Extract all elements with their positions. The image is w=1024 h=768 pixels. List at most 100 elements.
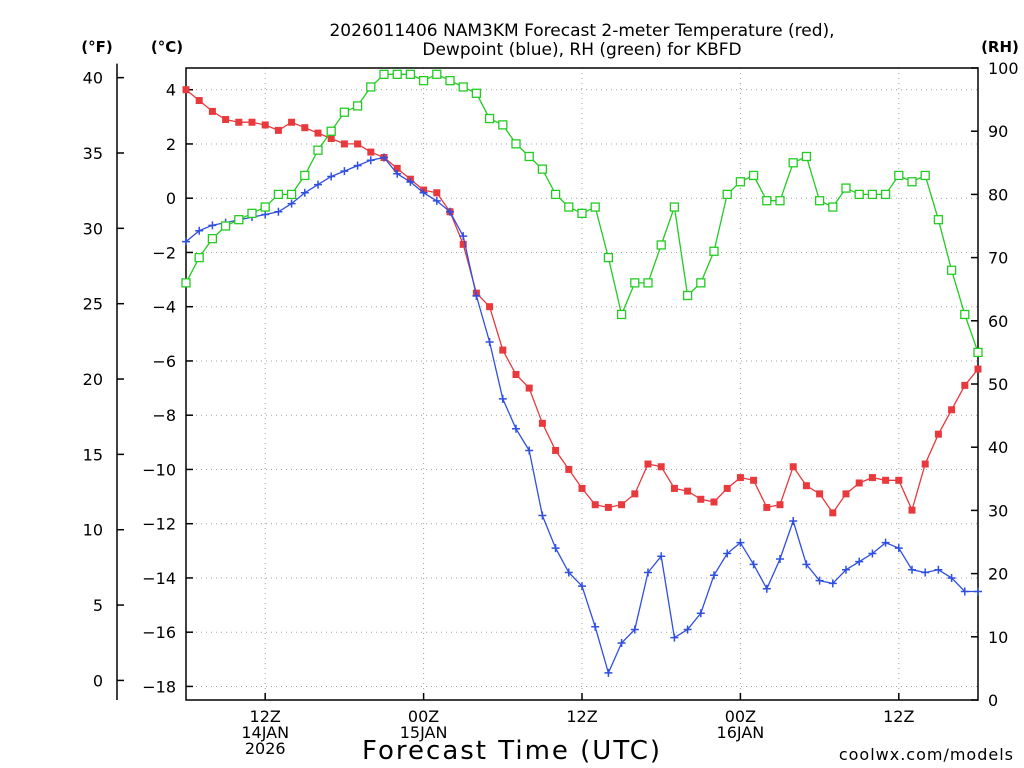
dewpoint-point xyxy=(802,560,811,569)
temperature-point xyxy=(723,484,731,492)
temperature-point xyxy=(868,474,876,482)
fahrenheit-tick-label: 10 xyxy=(83,521,103,540)
dewpoint-point xyxy=(314,180,322,189)
temperature-point xyxy=(961,381,969,389)
grid xyxy=(186,68,978,700)
dewpoint-point xyxy=(815,576,824,585)
dewpoint-point xyxy=(868,549,877,558)
rh-point xyxy=(867,189,878,200)
rh-point xyxy=(273,189,284,200)
temperature-point xyxy=(631,490,639,498)
temperature-point xyxy=(776,501,784,509)
dewpoint-point xyxy=(287,199,296,208)
rh-point xyxy=(854,189,864,200)
dewpoint-point xyxy=(485,337,494,346)
dewpoint-point xyxy=(881,538,890,547)
dewpoint-point xyxy=(974,587,982,596)
dewpoint-point xyxy=(604,668,613,677)
dewpoint-point xyxy=(842,565,850,574)
rh-point xyxy=(722,189,732,200)
temperature-point xyxy=(816,490,824,498)
rh-unit-label: (RH) xyxy=(981,38,1019,56)
dewpoint-point xyxy=(630,625,639,634)
celsius-tick-label: −14 xyxy=(142,569,176,588)
temperature-point xyxy=(393,164,401,172)
temperature-point xyxy=(248,118,256,126)
rh-point xyxy=(696,278,706,288)
x-tick-label: 16JAN xyxy=(717,723,765,742)
rh-point xyxy=(286,189,297,200)
dewpoint-point xyxy=(472,291,481,300)
temperature-point xyxy=(934,430,942,438)
temperature-point xyxy=(948,406,956,414)
rh-point xyxy=(907,177,917,187)
x-tick-label: 00Z xyxy=(725,707,756,726)
dewpoint-point xyxy=(195,226,204,235)
temperature-point xyxy=(367,148,375,156)
rh-point xyxy=(326,126,336,136)
rh-point xyxy=(669,202,680,212)
temperature-point xyxy=(340,140,348,148)
rh-point xyxy=(484,113,495,124)
rh-point xyxy=(933,215,944,225)
fahrenheit-tick-label: 40 xyxy=(83,69,103,88)
rh-point xyxy=(775,196,785,206)
temperature-point xyxy=(222,116,230,124)
temperature-point xyxy=(591,501,599,509)
dewpoint-point xyxy=(960,587,969,596)
celsius-tick-label: 2 xyxy=(166,135,176,154)
x-tick-label: 2026 xyxy=(245,739,286,758)
dewpoint-point xyxy=(947,573,956,582)
temperature-point xyxy=(512,371,520,379)
rh-tick-label: 50 xyxy=(988,375,1008,394)
temperature-point xyxy=(802,482,810,490)
dewpoint-point xyxy=(894,544,903,553)
temperature-point xyxy=(657,463,665,471)
rh-point xyxy=(656,240,666,250)
temperature-point xyxy=(974,365,982,373)
temperature-point xyxy=(578,484,586,492)
x-axis-title: Forecast Time (UTC) xyxy=(362,736,662,766)
fahrenheit-tick-label: 35 xyxy=(83,144,103,163)
dewpoint-point xyxy=(776,554,784,563)
rh-point xyxy=(300,170,310,181)
series-layer xyxy=(181,69,983,677)
temperature-point xyxy=(921,460,929,468)
rh-tick-label: 40 xyxy=(988,438,1008,457)
temperature-point xyxy=(895,476,903,484)
rh-point xyxy=(234,215,244,225)
temperature-point xyxy=(855,479,863,487)
rh-point xyxy=(880,189,891,200)
temperature-point xyxy=(697,495,705,503)
temperature-point xyxy=(552,446,560,454)
rh-tick-label: 100 xyxy=(988,59,1019,78)
rh-point xyxy=(920,170,930,181)
dewpoint-point xyxy=(934,565,943,574)
dewpoint-point xyxy=(432,196,441,205)
rh-point xyxy=(841,183,851,193)
temperature-point xyxy=(235,118,243,126)
dewpoint-point xyxy=(762,584,771,593)
temperature-point xyxy=(604,503,612,511)
x-tick-label: 12Z xyxy=(883,707,914,726)
rh-point xyxy=(366,82,376,92)
rh-point xyxy=(537,164,548,174)
dewpoint-point xyxy=(578,582,586,591)
rh-point xyxy=(207,233,218,244)
dewpoint-point xyxy=(723,549,732,558)
rh-tick-label: 90 xyxy=(988,122,1008,141)
temperature-point xyxy=(208,107,216,115)
temperature-point xyxy=(736,474,744,482)
temperature-point xyxy=(538,419,546,427)
chart-title-line-2: Dewpoint (blue), RH (green) for KBFD xyxy=(422,40,741,60)
rh-tick-label: 70 xyxy=(988,249,1008,268)
dewpoint-point xyxy=(591,622,600,631)
temperature-series xyxy=(182,86,982,517)
temperature-point xyxy=(882,476,890,484)
temperature-point xyxy=(301,124,309,132)
temperature-point xyxy=(763,503,771,511)
fahrenheit-tick-label: 30 xyxy=(83,219,103,238)
rh-point xyxy=(960,309,970,320)
rh-point xyxy=(682,290,693,301)
temperature-point xyxy=(842,490,850,498)
